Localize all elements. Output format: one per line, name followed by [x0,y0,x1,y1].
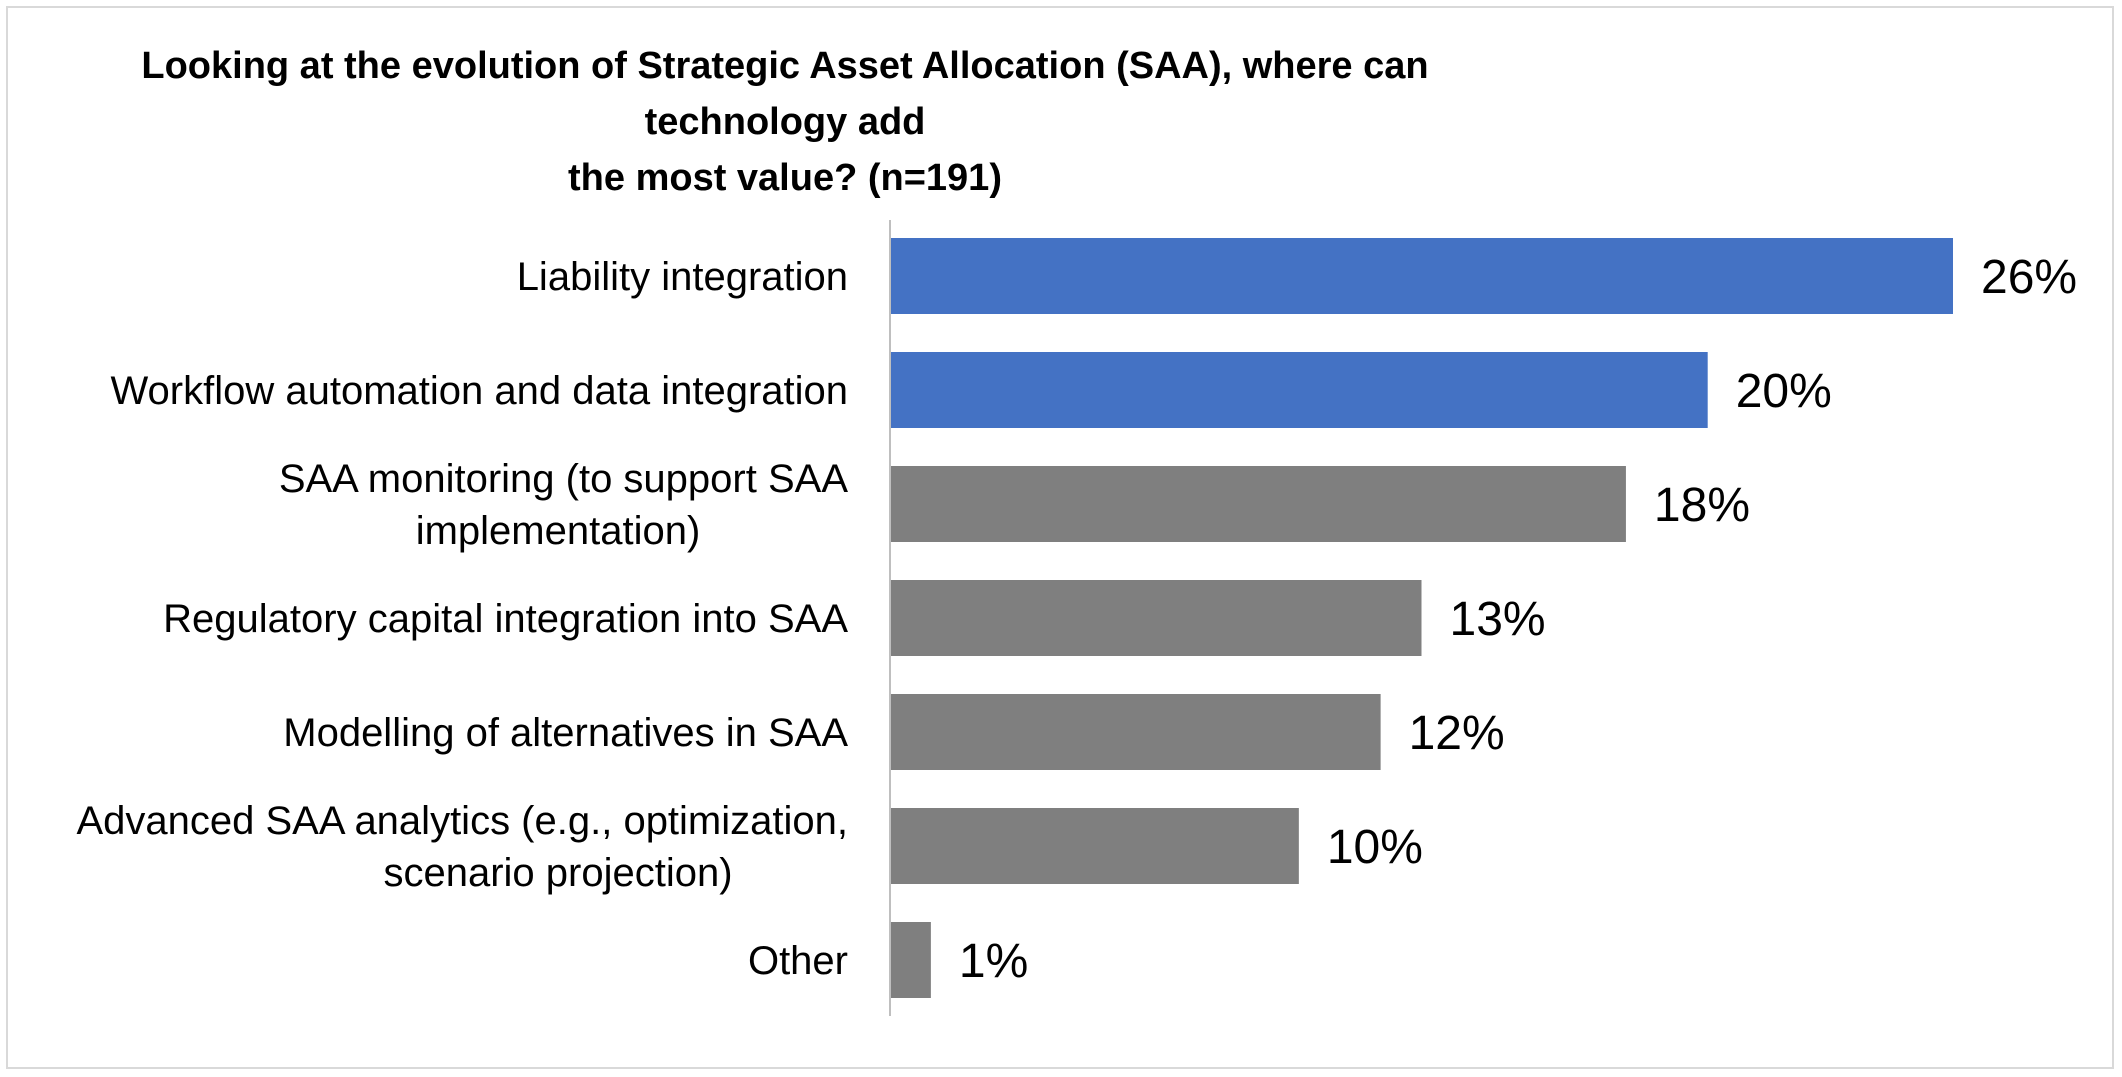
bar [890,466,1626,542]
bar [890,238,1953,314]
chart-title-line-1: Looking at the evolution of Strategic As… [141,45,1429,143]
category-label: implementation) [416,509,701,553]
category-label: Other [748,939,848,983]
category-label: scenario projection) [383,851,732,895]
bar [890,922,931,998]
bar [890,694,1381,770]
category-label: Advanced SAA analytics (e.g., optimizati… [76,799,848,843]
category-label: Regulatory capital integration into SAA [163,597,848,641]
chart-title-line-2: the most value? (n=191) [568,157,1002,199]
chart-title: Looking at the evolution of Strategic As… [140,38,1430,206]
data-label: 12% [1409,707,1505,760]
data-label: 20% [1736,365,1832,418]
category-label: Modelling of alternatives in SAA [283,711,848,755]
bar [890,352,1708,428]
bars-layer: 26% Liability integration 20% Workflow auto… [76,238,2077,998]
data-label: 13% [1450,593,1546,646]
data-label: 1% [959,935,1028,988]
data-label: 10% [1327,821,1423,874]
bar [890,808,1299,884]
category-label: Liability integration [517,255,848,299]
bar [890,580,1422,656]
data-label: 26% [1981,251,2077,304]
category-label: Workflow automation and data integration [111,369,848,413]
data-label: 18% [1654,479,1750,532]
category-label: SAA monitoring (to support SAA [279,457,849,501]
